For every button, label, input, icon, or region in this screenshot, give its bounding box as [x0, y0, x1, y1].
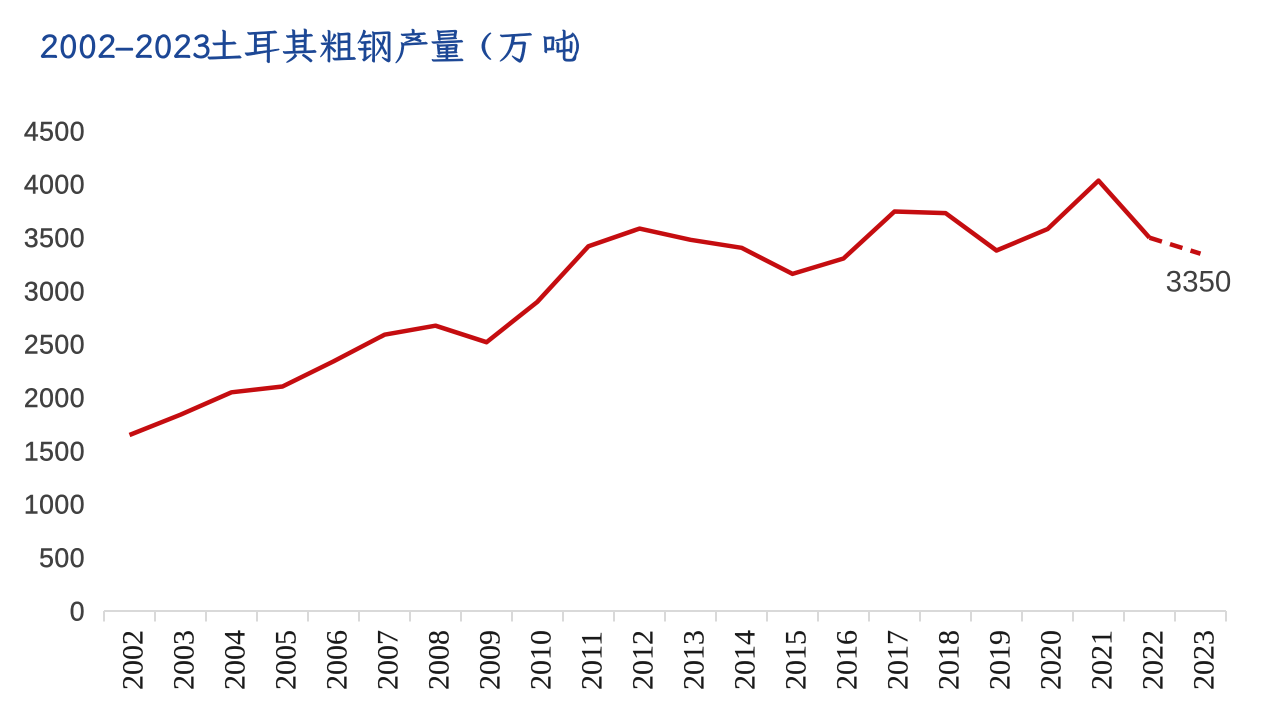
svg-text:2006: 2006 [321, 630, 354, 690]
svg-text:2004: 2004 [219, 630, 252, 690]
svg-text:2013: 2013 [678, 630, 711, 690]
svg-text:4500: 4500 [24, 116, 85, 146]
svg-text:2017: 2017 [882, 630, 915, 690]
svg-text:2016: 2016 [831, 630, 864, 690]
svg-text:2002: 2002 [117, 630, 150, 690]
svg-text:2009: 2009 [474, 630, 507, 690]
svg-text:0: 0 [70, 596, 85, 626]
svg-text:3000: 3000 [24, 276, 85, 306]
svg-text:2018: 2018 [933, 630, 966, 690]
svg-text:2500: 2500 [24, 330, 85, 360]
svg-text:2010: 2010 [525, 630, 558, 690]
svg-text:4000: 4000 [24, 170, 85, 200]
svg-text:2008: 2008 [423, 630, 456, 690]
svg-text:2014: 2014 [729, 630, 762, 690]
svg-text:2011: 2011 [576, 631, 609, 690]
svg-text:2019: 2019 [984, 630, 1017, 690]
svg-text:2000: 2000 [24, 383, 85, 413]
svg-text:1000: 1000 [24, 490, 85, 520]
svg-text:2015: 2015 [780, 630, 813, 690]
svg-text:2003: 2003 [168, 630, 201, 690]
svg-text:2020: 2020 [1035, 630, 1068, 690]
svg-text:3500: 3500 [24, 223, 85, 253]
svg-text:500: 500 [39, 543, 85, 573]
svg-text:2005: 2005 [270, 630, 303, 690]
svg-text:2021: 2021 [1086, 630, 1119, 690]
svg-text:2023: 2023 [1188, 630, 1221, 690]
svg-text:2012: 2012 [627, 630, 660, 690]
svg-text:1500: 1500 [24, 436, 85, 466]
svg-text:2007: 2007 [372, 630, 405, 690]
svg-text:3350: 3350 [1166, 266, 1232, 299]
svg-text:2022: 2022 [1137, 630, 1170, 690]
